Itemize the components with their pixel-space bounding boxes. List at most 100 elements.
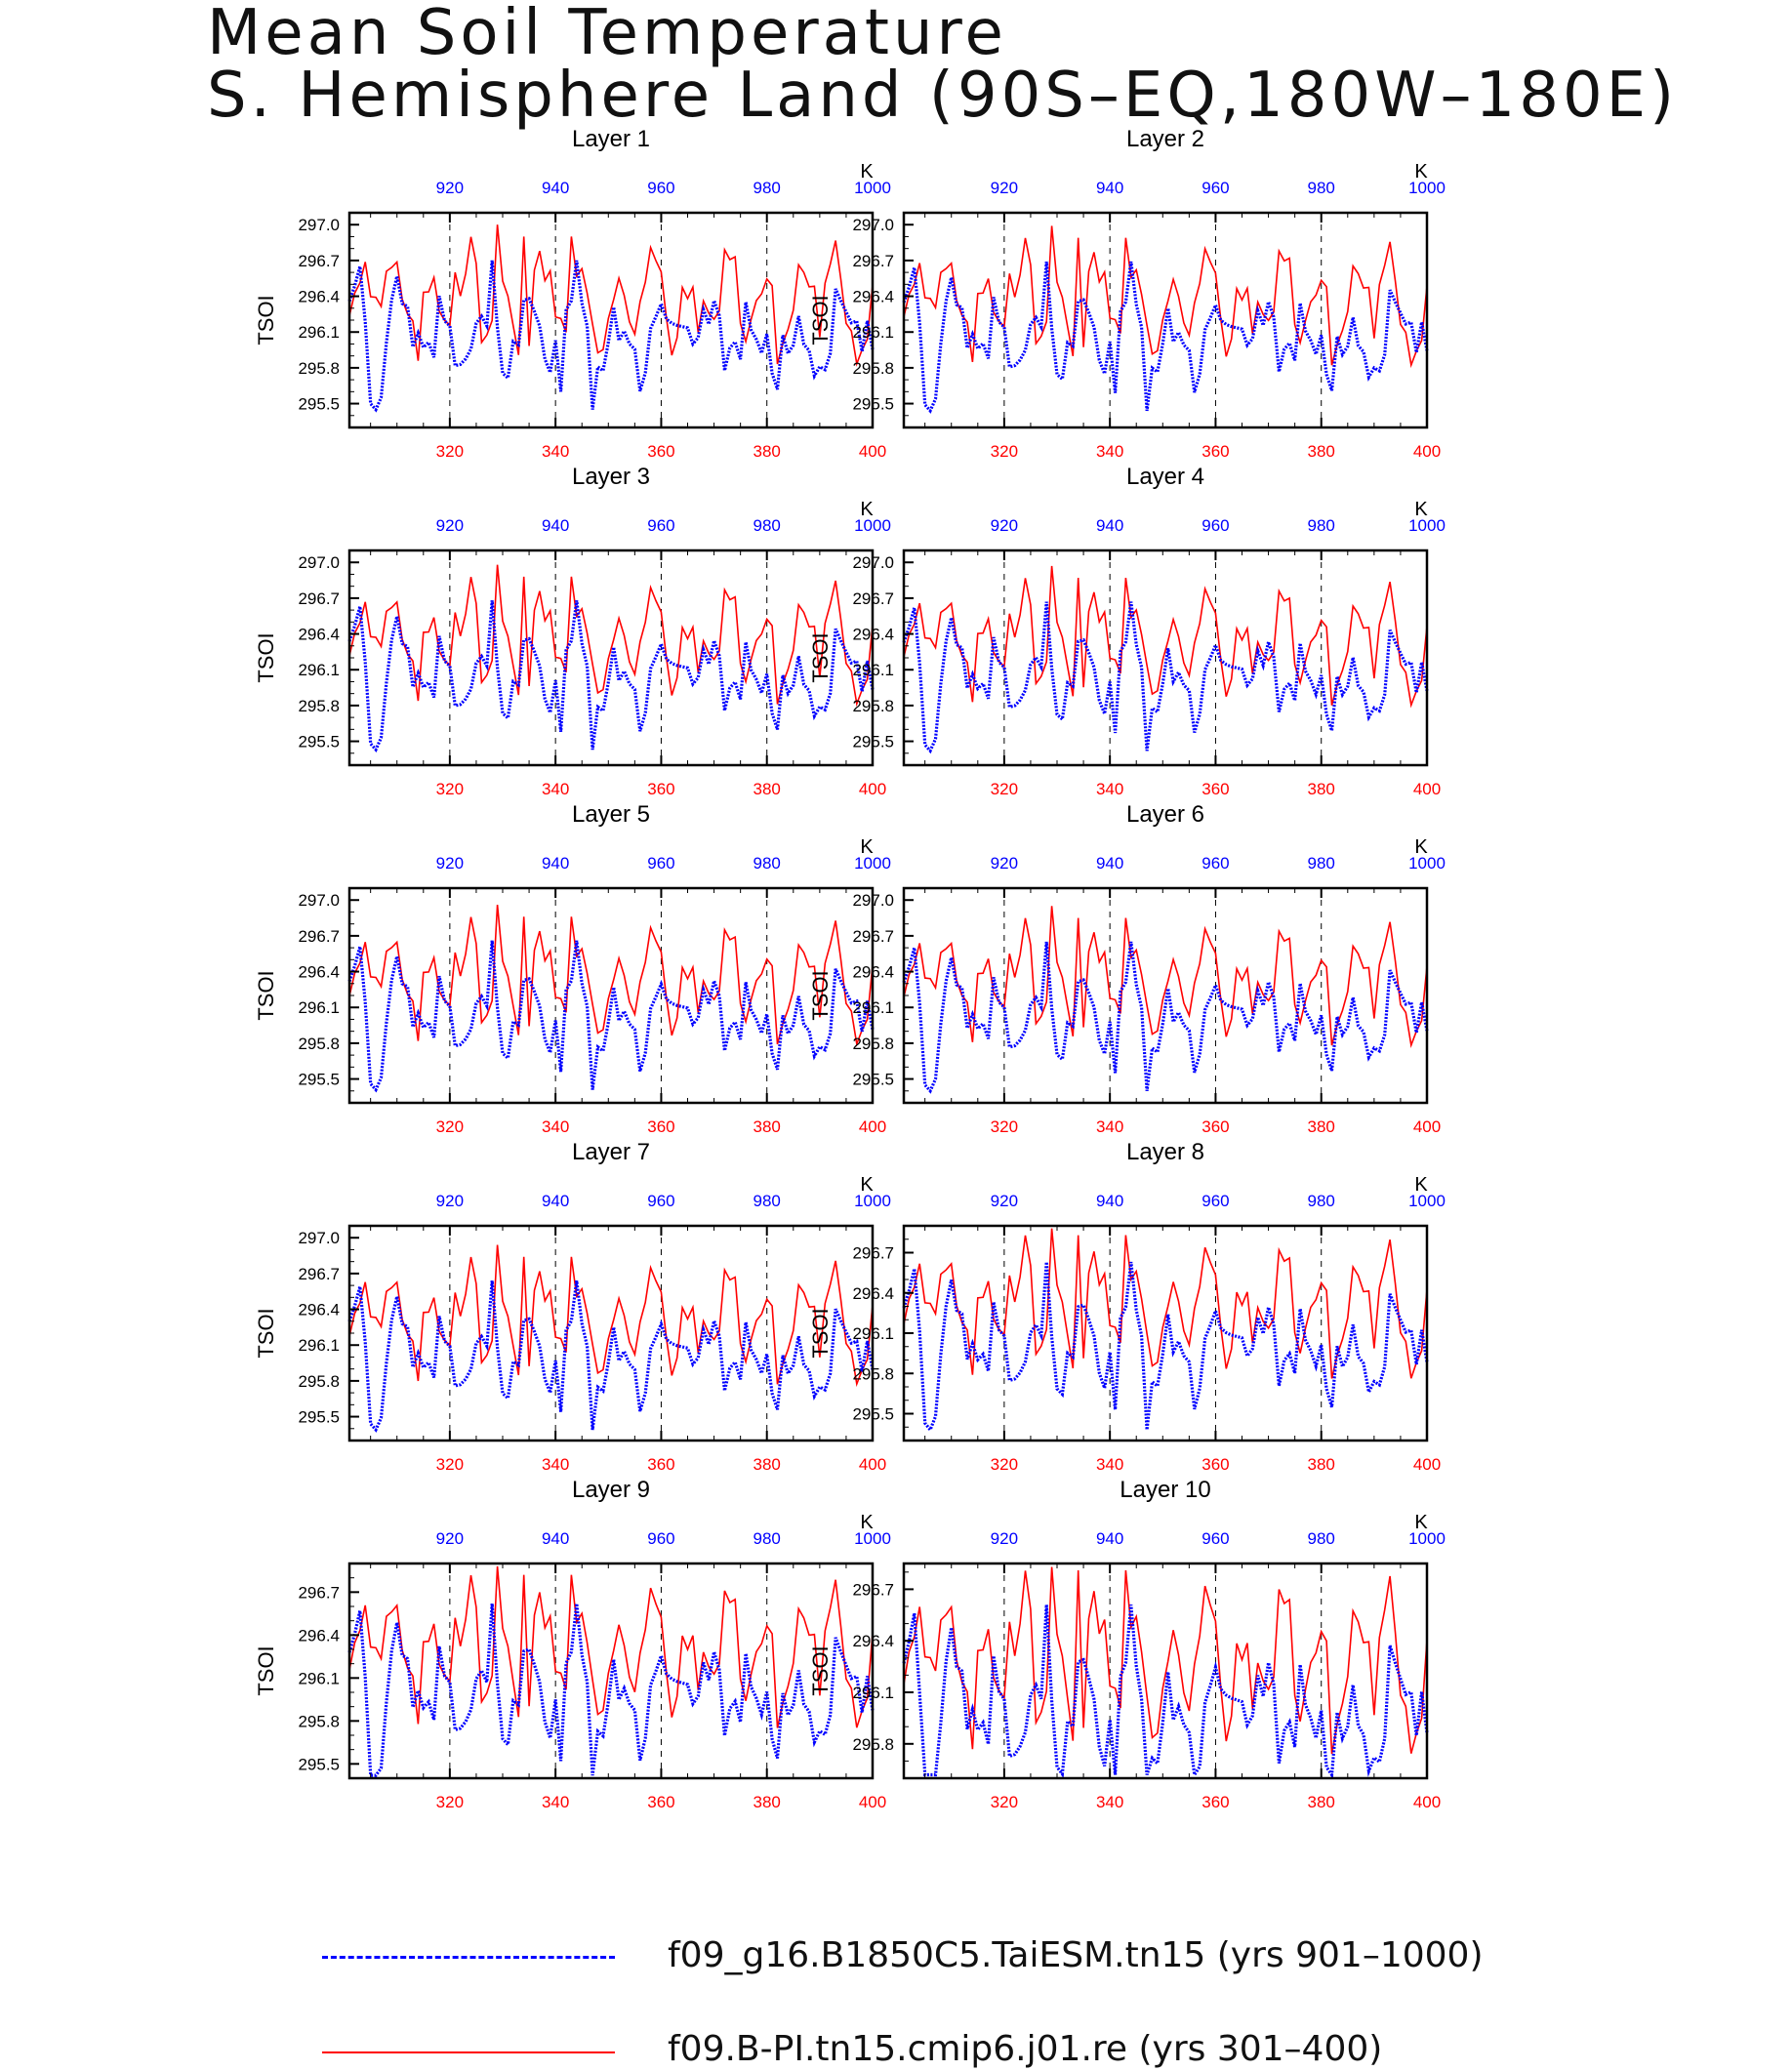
series-red-line [348,905,874,1047]
series-red-line [348,1244,874,1388]
y-axis-label: TSOI [254,970,278,1020]
x-bottom-tick-label: 340 [1096,1455,1123,1474]
y-tick-label: 297.0 [852,216,894,234]
x-top-tick-label: 940 [542,1529,569,1548]
panel-title: Layer 9 [572,1477,650,1503]
legend-red-solid-line [322,2051,615,2053]
y-tick-label: 297.0 [852,891,894,910]
panel-layer-2: Layer 2 295.5 295.8 296.1 296.4 296.7 297.0 TSO… [808,126,1446,461]
x-bottom-tick-label: 360 [647,780,674,798]
x-top-tick-label: 980 [753,179,781,197]
x-top-tick-label: 940 [542,179,569,197]
x-bottom-tick-label: 360 [647,1455,674,1474]
series-red-line [903,906,1428,1048]
y-axis-label: TSOI [808,1308,833,1358]
y-tick-label: 296.1 [298,1669,340,1687]
x-bottom-tick-label: 380 [1308,1455,1335,1474]
x-top-tick-label: 1000 [854,854,891,873]
x-bottom-tick-label: 340 [542,442,569,461]
y-tick-label: 295.8 [852,697,894,715]
y-tick-label: 295.8 [852,359,894,378]
panel-layer-9: Layer 9 295.5 295.8 296.1 296.4 296.7 TSOI 320 3… [254,1477,891,1811]
plot-frame [902,1562,1429,1780]
series-blue-line [347,260,875,413]
panel-layer-10: Layer 10 295.8 296.1 296.4 296.7 TSOI 320 340 36… [808,1477,1446,1811]
x-bottom-tick-label: 380 [753,1455,781,1474]
x-bottom-tick-label: 320 [991,1455,1018,1474]
series-blue-line [347,1603,875,1777]
y-tick-label: 297.0 [298,891,340,910]
x-top-tick-label: 980 [753,516,781,535]
x-bottom-tick-label: 340 [542,1455,569,1474]
y-tick-label: 296.4 [298,288,340,306]
plot-frame [347,211,875,429]
x-top-tick-label: 940 [542,854,569,873]
x-bottom-tick-label: 320 [436,442,464,461]
x-top-tick-label: 920 [436,854,464,873]
plot-frame [902,548,1429,767]
x-top-tick-label: 980 [1308,854,1335,873]
y-tick-label: 295.8 [852,1035,894,1053]
y-tick-label: 295.5 [298,395,340,414]
panel-title: Layer 7 [572,1139,650,1165]
y-tick-label: 296.1 [298,323,340,342]
x-bottom-tick-label: 360 [647,1793,674,1811]
x-bottom-tick-label: 320 [436,1117,464,1136]
y-tick-label: 296.1 [852,998,894,1017]
y-tick-label: 296.4 [298,1301,340,1320]
x-top-tick-label: 940 [542,1192,569,1210]
x-top-unit-label: K [860,836,874,858]
x-top-tick-label: 960 [647,516,674,535]
series-red-line [348,564,874,708]
y-tick-label: 296.7 [298,589,340,608]
y-tick-label: 295.5 [298,1071,340,1089]
legend-blue-dashed-line [322,1956,615,1959]
y-tick-label: 296.4 [298,1626,340,1645]
y-tick-label: 296.7 [852,1244,894,1263]
x-top-tick-label: 920 [991,854,1018,873]
panel-title: Layer 3 [572,464,650,490]
x-bottom-tick-label: 340 [542,780,569,798]
x-bottom-tick-label: 400 [859,1455,886,1474]
y-tick-label: 295.5 [852,395,894,414]
plot-frame [902,886,1429,1105]
x-bottom-tick-label: 400 [1413,1117,1441,1136]
x-top-tick-label: 960 [647,1529,674,1548]
x-bottom-tick-label: 340 [542,1117,569,1136]
panel-layer-3: Layer 3 295.5 295.8 296.1 296.4 296.7 297.0 TSO… [254,464,891,798]
series-red-line [903,1566,1428,1755]
x-top-tick-label: 1000 [854,179,891,197]
series-red-line [348,224,874,367]
x-top-tick-label: 960 [1201,1529,1229,1548]
panel-title: Layer 2 [1126,126,1204,152]
x-top-tick-label: 1000 [854,1529,891,1548]
y-tick-label: 296.4 [852,963,894,982]
y-axis-label: TSOI [808,1645,833,1695]
y-tick-label: 296.7 [298,1583,340,1602]
series-blue-line [902,601,1429,754]
y-tick-label: 296.7 [852,1580,894,1599]
y-tick-label: 296.4 [852,1632,894,1650]
x-top-tick-label: 960 [1201,1192,1229,1210]
legend-label-blue: f09_g16.B1850C5.TaiESM.tn15 (yrs 901–100… [668,1935,1484,1975]
x-top-tick-label: 1000 [1408,179,1446,197]
x-top-tick-label: 940 [1096,516,1123,535]
x-top-tick-label: 960 [1201,854,1229,873]
y-tick-label: 297.0 [298,216,340,234]
y-axis-label: TSOI [808,295,833,345]
x-top-tick-label: 960 [1201,516,1229,535]
y-tick-label: 297.0 [298,553,340,572]
panel-title: Layer 4 [1126,464,1204,490]
x-top-tick-label: 940 [542,516,569,535]
y-tick-label: 296.4 [852,626,894,644]
y-tick-label: 296.7 [298,1265,340,1283]
x-top-tick-label: 1000 [1408,1192,1446,1210]
x-top-tick-label: 940 [1096,179,1123,197]
y-axis-label: TSOI [808,632,833,682]
x-bottom-tick-label: 380 [1308,1117,1335,1136]
y-tick-label: 296.4 [852,1284,894,1303]
x-bottom-tick-label: 340 [542,1793,569,1811]
x-bottom-tick-label: 320 [991,780,1018,798]
x-top-tick-label: 920 [436,179,464,197]
panel-layer-1: Layer 1 295.5 295.8 296.1 296.4 296.7 297.0 TSO… [254,126,891,461]
